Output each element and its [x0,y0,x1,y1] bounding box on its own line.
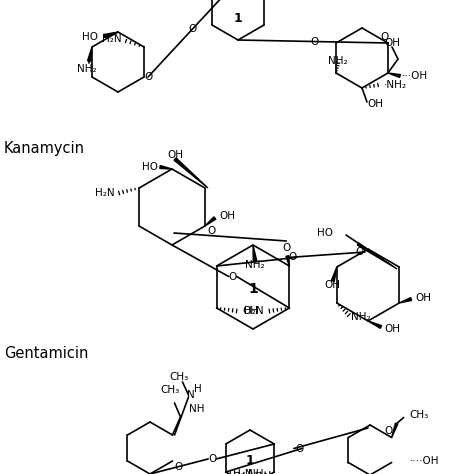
Text: O: O [282,243,291,253]
Text: O: O [228,272,237,282]
Text: ····OH: ····OH [410,456,439,465]
Text: H₂N: H₂N [102,34,122,44]
Text: O: O [174,462,182,472]
Text: H₂N: H₂N [95,188,115,198]
Text: 1: 1 [248,282,258,296]
Text: O: O [356,247,364,257]
Text: O: O [189,24,197,34]
Text: O: O [296,444,304,454]
Polygon shape [368,321,382,328]
Text: H₂N: H₂N [244,306,264,316]
Text: HO: HO [317,228,333,238]
Polygon shape [104,32,118,37]
Text: H: H [193,384,201,394]
Text: OH: OH [325,280,341,290]
Polygon shape [388,73,401,77]
Text: ···OH: ···OH [402,71,428,81]
Text: OH: OH [243,306,259,316]
Polygon shape [331,267,337,282]
Text: OH: OH [167,150,183,160]
Text: NH₂: NH₂ [248,469,267,474]
Polygon shape [392,423,398,438]
Text: ·NH₂: ·NH₂ [384,80,407,90]
Text: OH: OH [384,324,400,334]
Text: OH: OH [384,38,400,48]
Text: N: N [186,390,194,400]
Text: OH: OH [415,293,431,303]
Text: CH₃: CH₃ [169,372,188,382]
Text: 1: 1 [246,454,255,466]
Polygon shape [357,243,397,269]
Text: O: O [381,32,389,42]
Text: O: O [145,72,153,82]
Text: OH: OH [219,211,235,221]
Text: NH₂: NH₂ [245,260,265,270]
Polygon shape [88,47,92,61]
Text: NH₂: NH₂ [351,312,371,322]
Text: O: O [384,427,393,437]
Text: CH₃: CH₃ [160,385,179,395]
Polygon shape [174,158,208,188]
Polygon shape [286,255,289,266]
Text: H₂N: H₂N [233,469,252,474]
Text: NH: NH [189,404,204,414]
Text: O: O [311,36,319,46]
Polygon shape [205,217,216,226]
Text: Kanamycin: Kanamycin [4,140,85,155]
Text: OH: OH [367,99,383,109]
Polygon shape [160,165,172,169]
Text: HO: HO [82,32,98,42]
Text: O: O [208,226,216,236]
Polygon shape [253,245,257,261]
Text: NH₂: NH₂ [328,56,348,66]
Text: NH₂: NH₂ [77,64,97,74]
Polygon shape [399,298,411,303]
Text: O: O [288,253,296,263]
Text: O: O [208,454,216,464]
Text: HO: HO [142,162,158,172]
Text: 1: 1 [234,11,242,25]
Text: Gentamicin: Gentamicin [4,346,88,362]
Text: CH₃: CH₃ [410,410,429,419]
